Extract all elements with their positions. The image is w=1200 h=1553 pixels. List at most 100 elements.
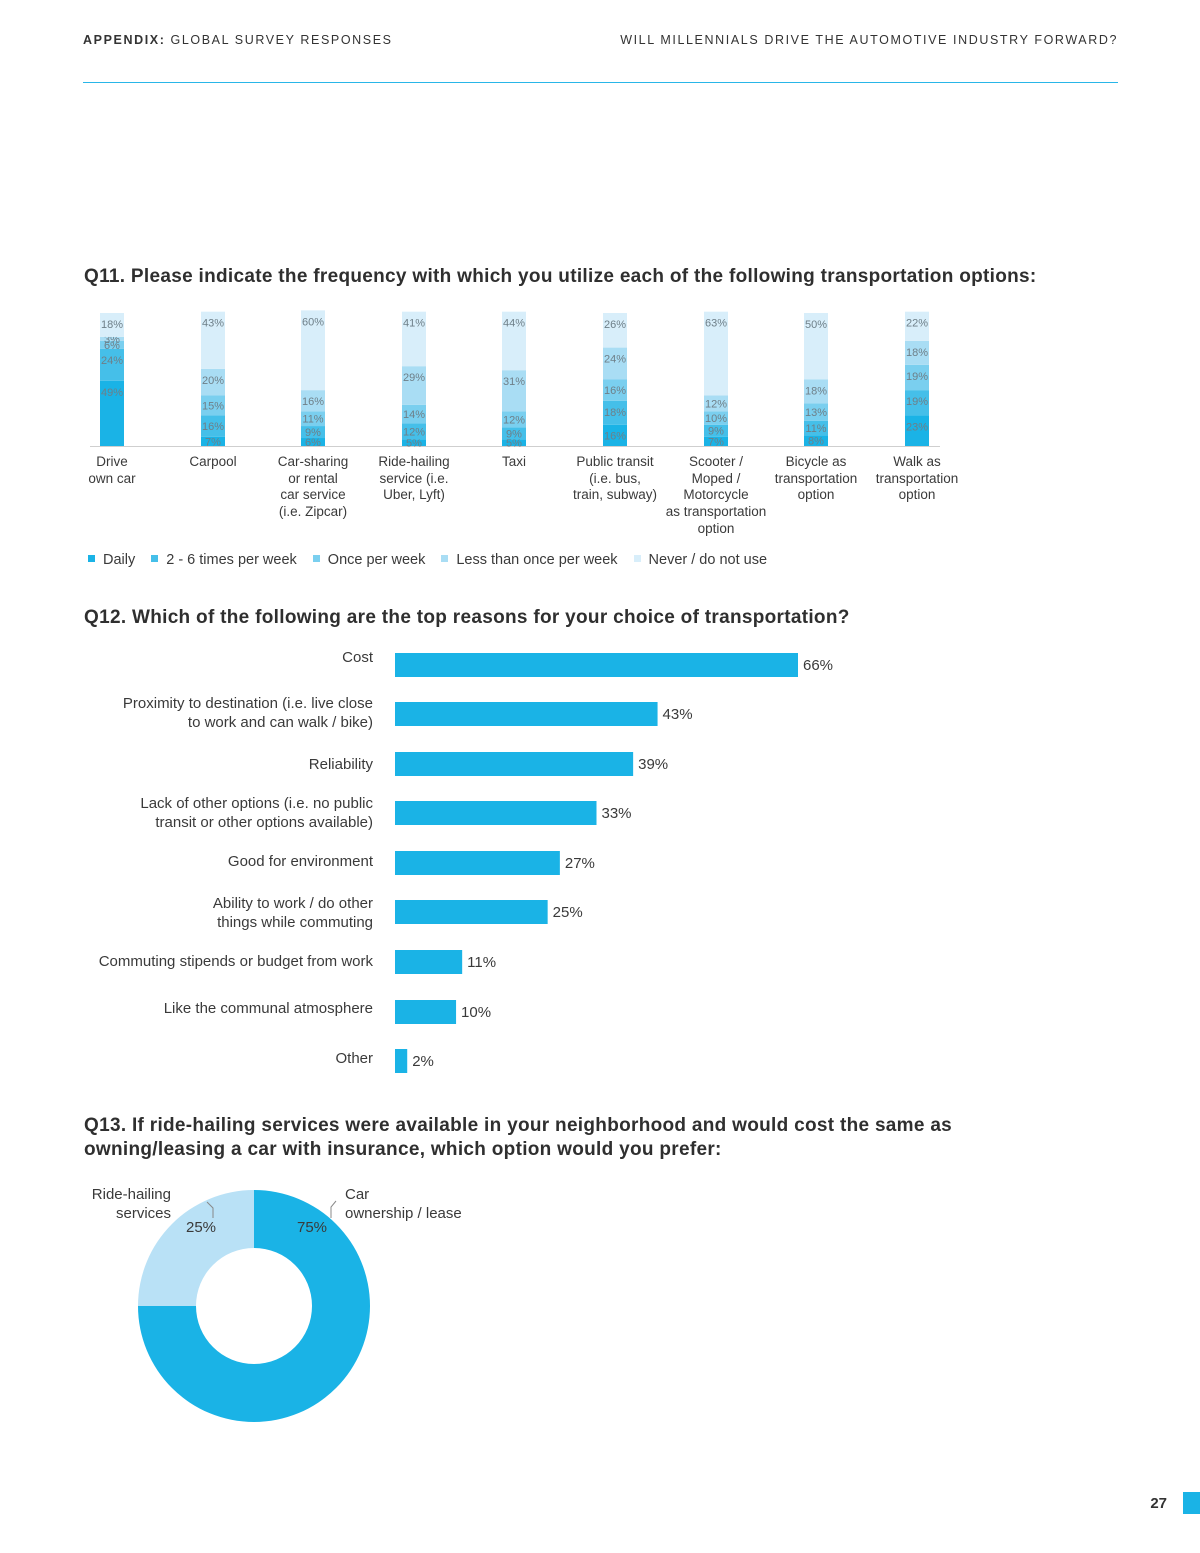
q11-bar-9-daily: [905, 415, 929, 446]
q11-category-label: Taxi: [501, 454, 526, 469]
q11-data-label: 11%: [302, 414, 323, 426]
q11-data-label: 15%: [202, 400, 224, 412]
q12-bar-7: [395, 950, 463, 974]
q11-data-label: 13%: [805, 407, 827, 419]
q12-category-label: Proximity to destination (i.e. live clos…: [122, 695, 373, 731]
q11-legend-label: Once per week: [327, 552, 426, 568]
q11-data-label: 23%: [906, 421, 928, 433]
q11-data-label: 19%: [906, 371, 928, 383]
q11-category-label: Walk as transportation option: [875, 454, 959, 503]
q11-data-label: 12%: [503, 414, 525, 426]
q11-data-label: 18%: [805, 386, 827, 398]
q12-bar-6: [395, 900, 548, 924]
q13-value-label: 75%: [297, 1219, 327, 1236]
q11-legend-item: Less than once per week: [441, 552, 618, 568]
q12-value-label: 25%: [553, 904, 583, 921]
q11-bar-7-daily: [704, 436, 728, 446]
q11-legend-swatch: [441, 555, 449, 562]
q11-legend: Daily 2 - 6 times per week Once per week Le…: [88, 552, 783, 568]
q11-bar-1-daily: [100, 380, 124, 446]
q11-bar-5-less-than-once-per-week: [502, 370, 526, 412]
q11-bar-1-once-per-week: [100, 340, 124, 349]
q13-slice-1: [138, 1190, 370, 1422]
q11-bar-6-2-6-times-per-week: [603, 400, 627, 425]
q11-bar-2-once-per-week: [201, 395, 225, 416]
q13-slice-category-label: Ride-hailing services: [91, 1186, 171, 1222]
q11-data-label: 18%: [101, 319, 123, 331]
q11-data-label: 43%: [202, 318, 224, 330]
q11-bar-1-never-do-not-use: [100, 313, 124, 337]
q13-donut-chart: 75% 25%: [138, 1190, 370, 1422]
q11-data-label: 60%: [302, 316, 324, 328]
q11-legend-swatch: [151, 555, 159, 562]
q11-bar-4-once-per-week: [402, 404, 426, 424]
q11-bar-8-never-do-not-use: [804, 313, 828, 380]
q11-bar-3-never-do-not-use: [301, 310, 325, 391]
q11-data-label: 6%: [305, 437, 321, 449]
q11-bar-2-2-6-times-per-week: [201, 415, 225, 437]
q11-data-label: 24%: [101, 355, 123, 367]
q11-category-label: Bicycle as transportation option: [774, 454, 858, 503]
q11-bar-7-never-do-not-use: [704, 311, 728, 396]
q12-bar-5: [395, 851, 560, 875]
q12-category-label: Lack of other options (i.e. no public tr…: [140, 795, 373, 831]
q11-data-label: 41%: [403, 318, 425, 330]
q11-data-label: 12%: [705, 398, 727, 410]
q13-slice-2: [138, 1190, 254, 1306]
q11-data-label: 19%: [906, 396, 928, 408]
q12-category-label: Cost: [342, 649, 373, 666]
q11-legend-label: 2 - 6 times per week: [166, 552, 297, 568]
q11-bar-3-daily: [301, 438, 325, 446]
q11-data-label: 7%: [205, 436, 221, 448]
q11-data-label: 18%: [604, 407, 626, 419]
q11-stacked-bar-chart: 49%24%6%3%18%7%16%15%20%43%6%9%11%16%60%…: [90, 310, 940, 450]
q11-bar-2-never-do-not-use: [201, 311, 225, 369]
q12-bar-8: [395, 1000, 457, 1024]
q11-data-label: 20%: [202, 375, 224, 387]
q11-bar-2-less-than-once-per-week: [201, 368, 225, 396]
q11-bar-6-less-than-once-per-week: [603, 347, 627, 380]
q11-data-label: 16%: [604, 385, 626, 397]
q11-bar-3-less-than-once-per-week: [301, 390, 325, 412]
q11-bar-2-daily: [201, 436, 225, 446]
q11-data-label: 16%: [302, 396, 324, 408]
q11-data-label: 11%: [805, 423, 826, 435]
q13-leader-line: [330, 1200, 337, 1218]
q12-category-label: Commuting stipends or budget from work: [98, 953, 373, 970]
q11-bar-8-less-than-once-per-week: [804, 379, 828, 404]
q11-category-label: Public transit (i.e. bus, train, subway): [572, 454, 658, 503]
q11-bar-1-2-6-times-per-week: [100, 348, 124, 381]
q11-bar-8-2-6-times-per-week: [804, 420, 828, 436]
q11-legend-item: Never / do not use: [633, 552, 768, 568]
q11-data-label: 16%: [202, 421, 224, 433]
q11-data-label: 7%: [708, 436, 724, 448]
q12-category-label: Like the communal atmosphere: [163, 1000, 373, 1017]
q11-bar-5-once-per-week: [502, 411, 526, 428]
q11-data-label: 16%: [604, 430, 626, 442]
q11-bar-9-less-than-once-per-week: [905, 340, 929, 365]
q11-legend-label: Never / do not use: [648, 552, 768, 568]
q11-bar-4-daily: [402, 439, 426, 446]
header-divider: [83, 82, 1118, 83]
q11-bar-7-less-than-once-per-week: [704, 395, 728, 412]
q12-title: Q12. Which of the following are the top …: [84, 607, 850, 628]
q11-legend-swatch: [633, 555, 641, 562]
q11-category-label: Drive own car: [88, 454, 136, 486]
q11-bar-6-once-per-week: [603, 379, 627, 401]
q11-bar-7-2-6-times-per-week: [704, 424, 728, 437]
q11-bar-5-daily: [502, 439, 526, 446]
q11-bar-9-once-per-week: [905, 364, 929, 391]
q12-bar-1: [395, 653, 798, 677]
q11-legend-item: Once per week: [312, 552, 426, 568]
q12-value-label: 11%: [467, 954, 496, 971]
q13-value-label: 25%: [186, 1219, 216, 1236]
q11-bar-5-2-6-times-per-week: [502, 427, 526, 440]
q12-bar-9: [395, 1049, 408, 1073]
q12-value-label: 2%: [412, 1053, 434, 1070]
q11-bar-5-never-do-not-use: [502, 311, 526, 371]
q12-category-label: Good for environment: [227, 853, 373, 870]
q11-data-label: 18%: [906, 347, 928, 359]
q12-horizontal-bar-chart: 66% 43% 39% 33% 27% 25% 11% 10% 2%: [395, 653, 833, 1073]
q11-data-label: 9%: [305, 427, 321, 439]
q11-data-label: 8%: [808, 436, 824, 448]
